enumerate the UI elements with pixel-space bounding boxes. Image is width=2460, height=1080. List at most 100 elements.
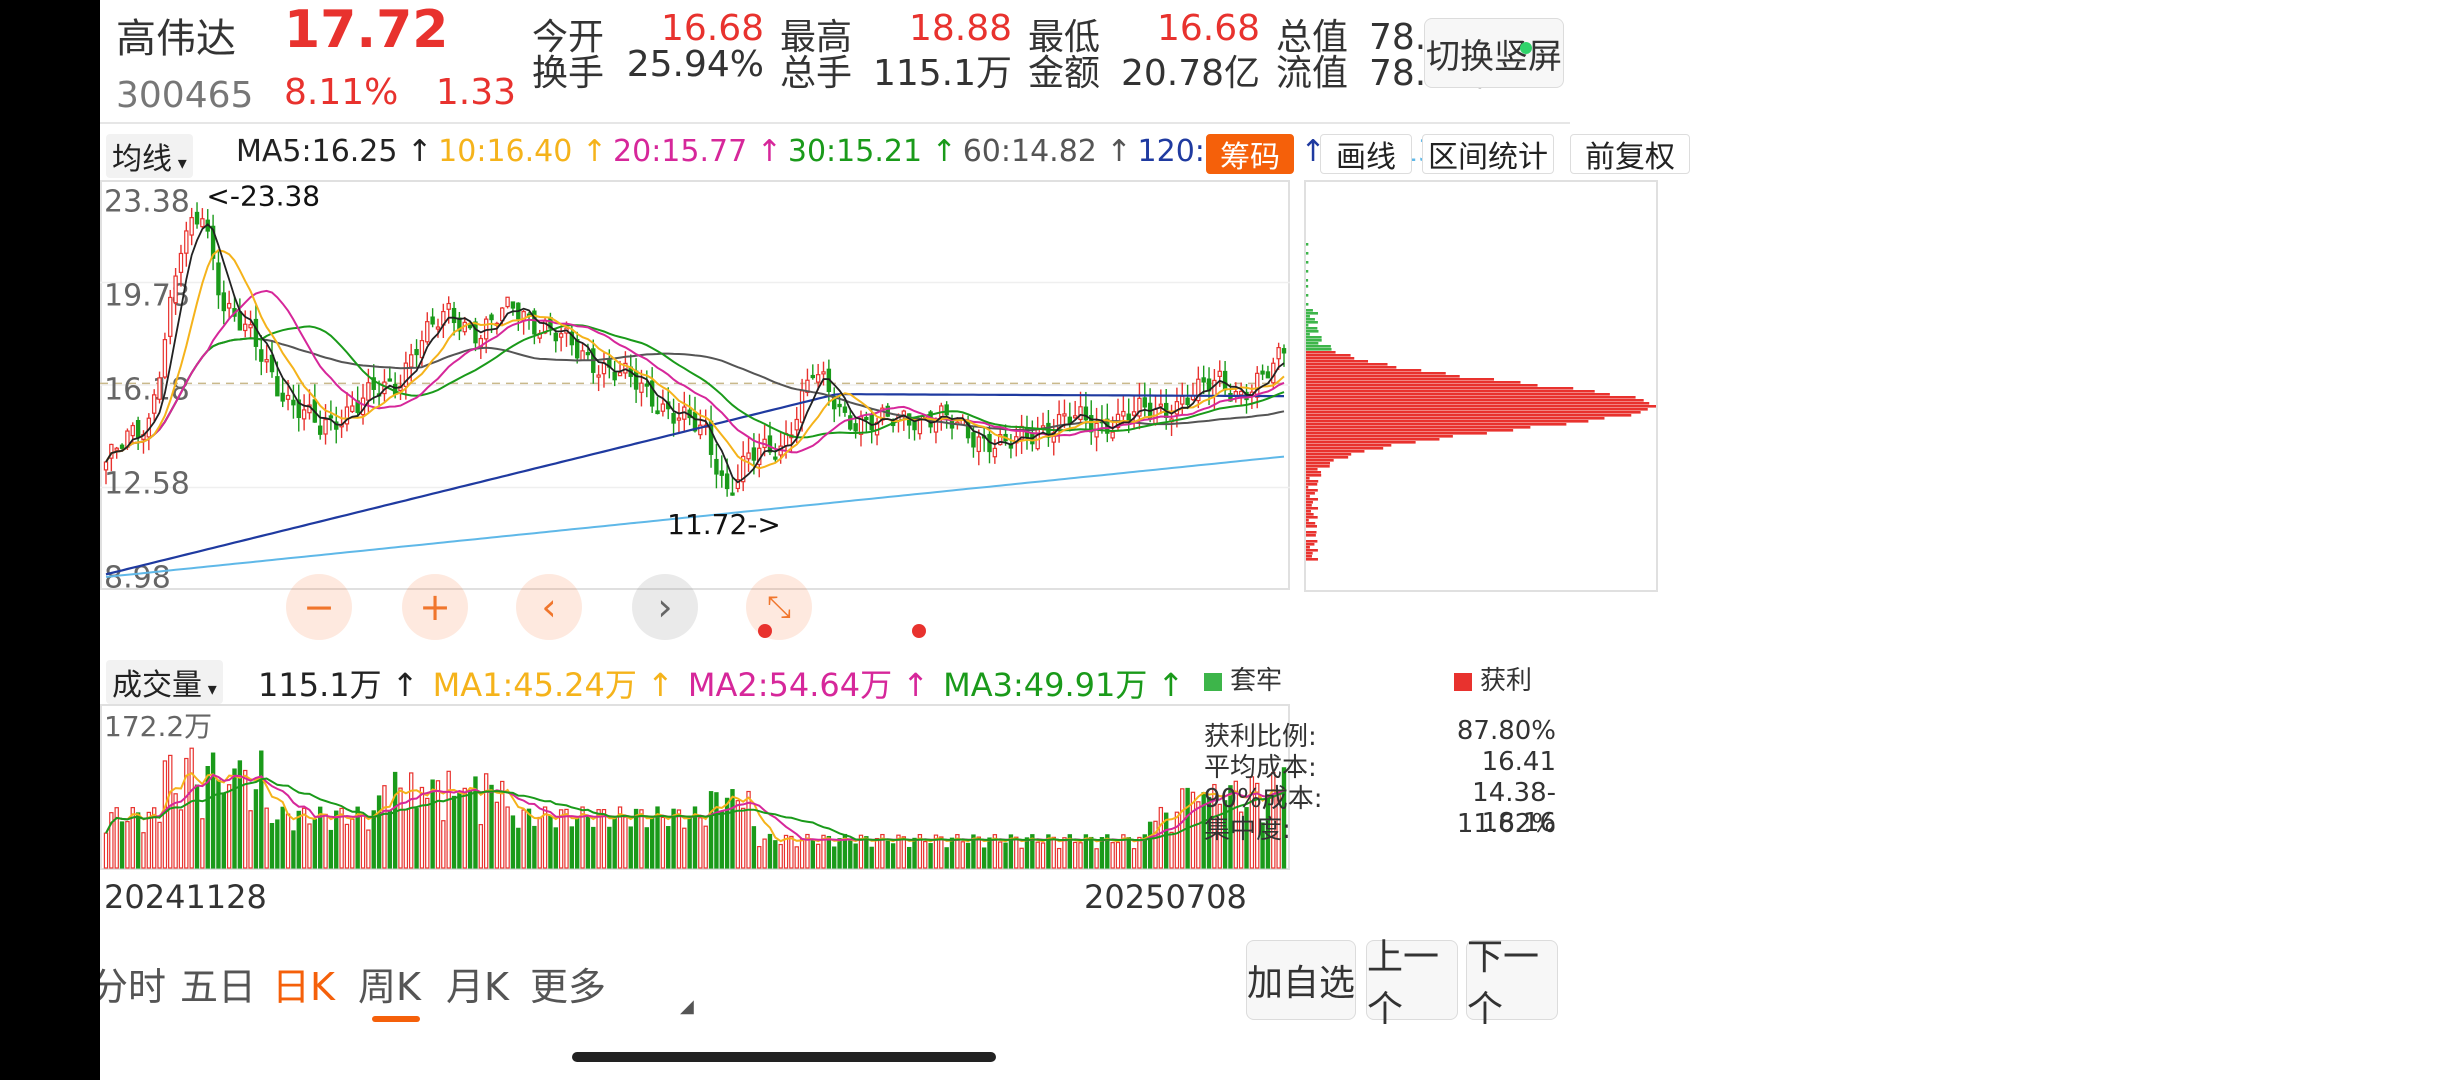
add-watchlist-button[interactable]: 加自选 bbox=[1246, 940, 1356, 1020]
tab-draw-line[interactable]: 画线 bbox=[1320, 134, 1412, 175]
volume-bar bbox=[692, 806, 698, 869]
candle bbox=[1196, 366, 1201, 409]
tab-range-stats[interactable]: 区间统计 bbox=[1422, 134, 1554, 175]
turnover-label: 换手 bbox=[532, 53, 605, 94]
volume-bar bbox=[103, 832, 109, 869]
period-tab-5[interactable]: 更多 bbox=[530, 965, 607, 1009]
volume-bar bbox=[971, 834, 976, 869]
candle bbox=[532, 308, 537, 345]
volume-bar bbox=[714, 792, 719, 869]
volume-bar bbox=[644, 827, 650, 869]
volume-bar bbox=[569, 826, 575, 869]
candle bbox=[114, 446, 119, 459]
chip-bar bbox=[1306, 279, 1309, 282]
period-tab-0[interactable]: 分时 bbox=[100, 965, 167, 1009]
chip-bar bbox=[1306, 477, 1310, 480]
volume-bar bbox=[928, 843, 933, 869]
chip-bar bbox=[1306, 321, 1318, 324]
volume-bar bbox=[366, 829, 371, 869]
candle bbox=[740, 441, 746, 492]
volume-bar bbox=[1281, 767, 1287, 869]
volume-bar bbox=[896, 834, 901, 869]
volume-bar bbox=[773, 840, 778, 869]
volume-bar bbox=[575, 816, 580, 869]
candle bbox=[815, 363, 821, 391]
scroll-left-button[interactable]: ‹ bbox=[516, 574, 582, 640]
volume-bar bbox=[237, 760, 243, 869]
volume-bar bbox=[430, 779, 435, 869]
chevron-right-icon: › bbox=[657, 585, 673, 629]
stock-detail-screen: 高伟达 17.72 300465 8.11% 1.33 今开 16.68 最高 … bbox=[100, 0, 2460, 1080]
volume-bar bbox=[1067, 834, 1073, 869]
zoom-in-button[interactable]: + bbox=[402, 574, 468, 640]
volume-bar bbox=[580, 806, 585, 869]
chip-bar bbox=[1306, 489, 1318, 492]
volume-bar bbox=[735, 800, 741, 869]
chip-bar bbox=[1306, 510, 1311, 513]
volume-bar bbox=[1196, 801, 1201, 869]
volume-bar bbox=[789, 835, 794, 869]
volume-bar bbox=[1137, 836, 1142, 869]
volume-bar bbox=[757, 846, 762, 869]
ma250-line bbox=[105, 455, 1285, 578]
volume-bar bbox=[178, 809, 184, 869]
candle bbox=[259, 335, 264, 376]
candle bbox=[655, 396, 660, 415]
chip-bar bbox=[1306, 357, 1355, 360]
collapse-button[interactable]: ⤡ bbox=[746, 574, 812, 640]
volume-bar bbox=[1110, 842, 1115, 869]
volume-bar bbox=[955, 834, 960, 869]
volume-bar bbox=[976, 836, 981, 869]
chip-bar bbox=[1306, 525, 1317, 528]
candle bbox=[649, 367, 655, 413]
volume-bar bbox=[130, 807, 135, 869]
chip-bar bbox=[1306, 354, 1351, 357]
volume-bar bbox=[553, 827, 558, 869]
period-tab-2[interactable]: 日K bbox=[272, 965, 335, 1009]
volume-selector[interactable]: 成交量 ▾ bbox=[106, 660, 223, 704]
event-marker-dot[interactable] bbox=[912, 624, 926, 638]
volume-bar bbox=[205, 766, 210, 869]
chevron-left-icon: ‹ bbox=[541, 585, 557, 629]
candle bbox=[291, 384, 296, 419]
event-marker-dot[interactable] bbox=[758, 624, 772, 638]
candle bbox=[639, 369, 644, 407]
volume-value: 115.1万 bbox=[872, 53, 1012, 94]
next-stock-button[interactable]: 下一个 bbox=[1466, 937, 1558, 1030]
chip-bar bbox=[1306, 285, 1309, 288]
period-tab-3[interactable]: 周K bbox=[358, 965, 421, 1009]
period-tab-4[interactable]: 月K bbox=[446, 965, 509, 1009]
chip-bar bbox=[1306, 465, 1330, 468]
scroll-right-button[interactable]: › bbox=[632, 574, 698, 640]
volume-chart[interactable]: 172.2万 bbox=[100, 704, 1300, 870]
period-tab-1[interactable]: 五日 bbox=[180, 965, 257, 1009]
previous-stock-button[interactable]: 上一个 bbox=[1366, 937, 1458, 1030]
volume-bar bbox=[998, 841, 1003, 869]
tab-chips[interactable]: 筹码 bbox=[1206, 134, 1294, 175]
switch-portrait-button[interactable]: 切换竖屏 bbox=[1424, 18, 1564, 88]
volume-bar bbox=[200, 818, 205, 869]
volume-bar bbox=[949, 837, 955, 869]
volume-bar bbox=[1040, 842, 1046, 869]
volume-bar bbox=[478, 824, 484, 869]
candle bbox=[109, 443, 114, 472]
candle bbox=[1185, 384, 1190, 410]
zoom-out-button[interactable]: − bbox=[286, 574, 352, 640]
volume-bar bbox=[751, 826, 757, 869]
volume-bar bbox=[184, 757, 189, 869]
candle bbox=[103, 461, 109, 485]
profit-swatch bbox=[1454, 672, 1472, 691]
tab-adjust[interactable]: 前复权 bbox=[1570, 134, 1690, 175]
chip-bar bbox=[1306, 447, 1384, 450]
volume-bar bbox=[414, 808, 419, 869]
tab-chips-label: 筹码 bbox=[1220, 140, 1280, 175]
volume-bar bbox=[596, 809, 601, 869]
candle bbox=[1276, 342, 1281, 370]
candle bbox=[601, 352, 607, 388]
volume-bar bbox=[917, 834, 923, 869]
ma-selector[interactable]: 均线 ▾ bbox=[106, 134, 193, 178]
volume-bar bbox=[457, 792, 462, 869]
volume-bar bbox=[275, 819, 280, 869]
volume-bar bbox=[146, 811, 152, 869]
